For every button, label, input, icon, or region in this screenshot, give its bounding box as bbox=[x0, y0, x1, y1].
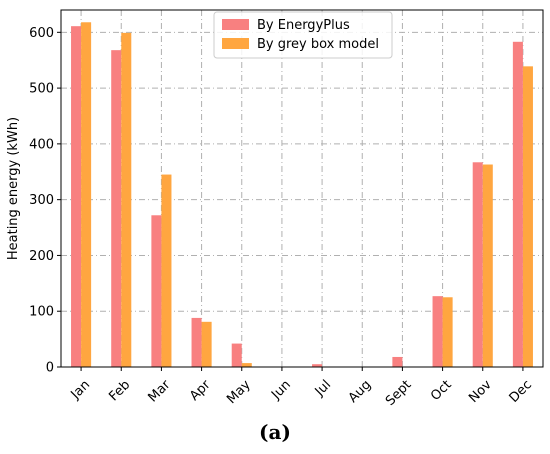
bar-grey-box-feb bbox=[121, 32, 132, 368]
x-tick-label: Aug bbox=[346, 377, 375, 406]
y-tick-label: 100 bbox=[29, 305, 54, 320]
x-tick-label: Mar bbox=[146, 377, 174, 405]
bar-grey-box-oct bbox=[442, 297, 453, 367]
y-tick-label: 300 bbox=[29, 193, 54, 208]
bar-grey-box-apr bbox=[201, 321, 212, 367]
bar-energyplus-feb bbox=[111, 50, 122, 367]
plot-frame bbox=[60, 9, 544, 368]
bar-energyplus-apr bbox=[191, 317, 202, 367]
x-tick-label: May bbox=[224, 377, 254, 407]
y-tick-label: 0 bbox=[46, 361, 54, 376]
bar-energyplus-jul bbox=[312, 364, 323, 367]
legend-swatch bbox=[222, 19, 249, 30]
x-tick-label: Oct bbox=[428, 377, 455, 404]
x-tick-label: Jul bbox=[312, 377, 334, 399]
bar-grey-box-nov bbox=[482, 164, 493, 367]
bar-energyplus-oct bbox=[432, 296, 443, 367]
legend-label: By grey box model bbox=[257, 37, 379, 52]
legend-label: By EnergyPlus bbox=[257, 18, 350, 33]
legend: By EnergyPlus By grey box model bbox=[213, 11, 393, 59]
y-tick-label: 400 bbox=[29, 137, 54, 152]
bars bbox=[71, 22, 533, 368]
plot-background bbox=[61, 10, 543, 367]
x-tick-label: Nov bbox=[466, 377, 495, 406]
bar-energyplus-nov bbox=[472, 162, 483, 367]
x-tick-label: Apr bbox=[187, 377, 214, 404]
y-tick-label: 600 bbox=[29, 26, 54, 41]
bar-energyplus-jan bbox=[71, 26, 82, 367]
x-axis: Jan Feb Mar Apr May Jun Jul Aug Sept Oct Nov Dec bbox=[68, 367, 535, 409]
x-tick-label: Jun bbox=[268, 377, 294, 403]
legend-box bbox=[213, 11, 393, 59]
bar-grey-box-may bbox=[241, 363, 252, 367]
y-tick-label: 200 bbox=[29, 249, 54, 264]
figure-caption: (a) bbox=[259, 420, 291, 444]
bar-energyplus-dec bbox=[512, 41, 523, 367]
y-axis: 0 100 200 300 400 500 600 bbox=[29, 26, 61, 376]
legend-swatch bbox=[222, 38, 249, 49]
bar-grey-box-mar bbox=[161, 174, 172, 367]
bar-energyplus-may bbox=[231, 343, 242, 367]
heating-energy-bar-chart: 0 100 200 300 400 500 600 Jan Feb Mar Apr May Jun Ju… bbox=[6, 9, 544, 409]
bar-grey-box-jan bbox=[81, 22, 92, 367]
x-tick-label: Feb bbox=[106, 377, 133, 404]
x-tick-label: Dec bbox=[507, 377, 535, 405]
x-tick-label: Jan bbox=[68, 377, 93, 402]
bar-grey-box-dec bbox=[522, 66, 533, 368]
y-tick-label: 500 bbox=[29, 82, 54, 97]
bar-energyplus-sept bbox=[392, 356, 403, 367]
y-axis-label: Heating energy (kWh) bbox=[6, 117, 21, 260]
x-tick-label: Sept bbox=[383, 377, 415, 409]
bar-energyplus-mar bbox=[151, 215, 162, 367]
